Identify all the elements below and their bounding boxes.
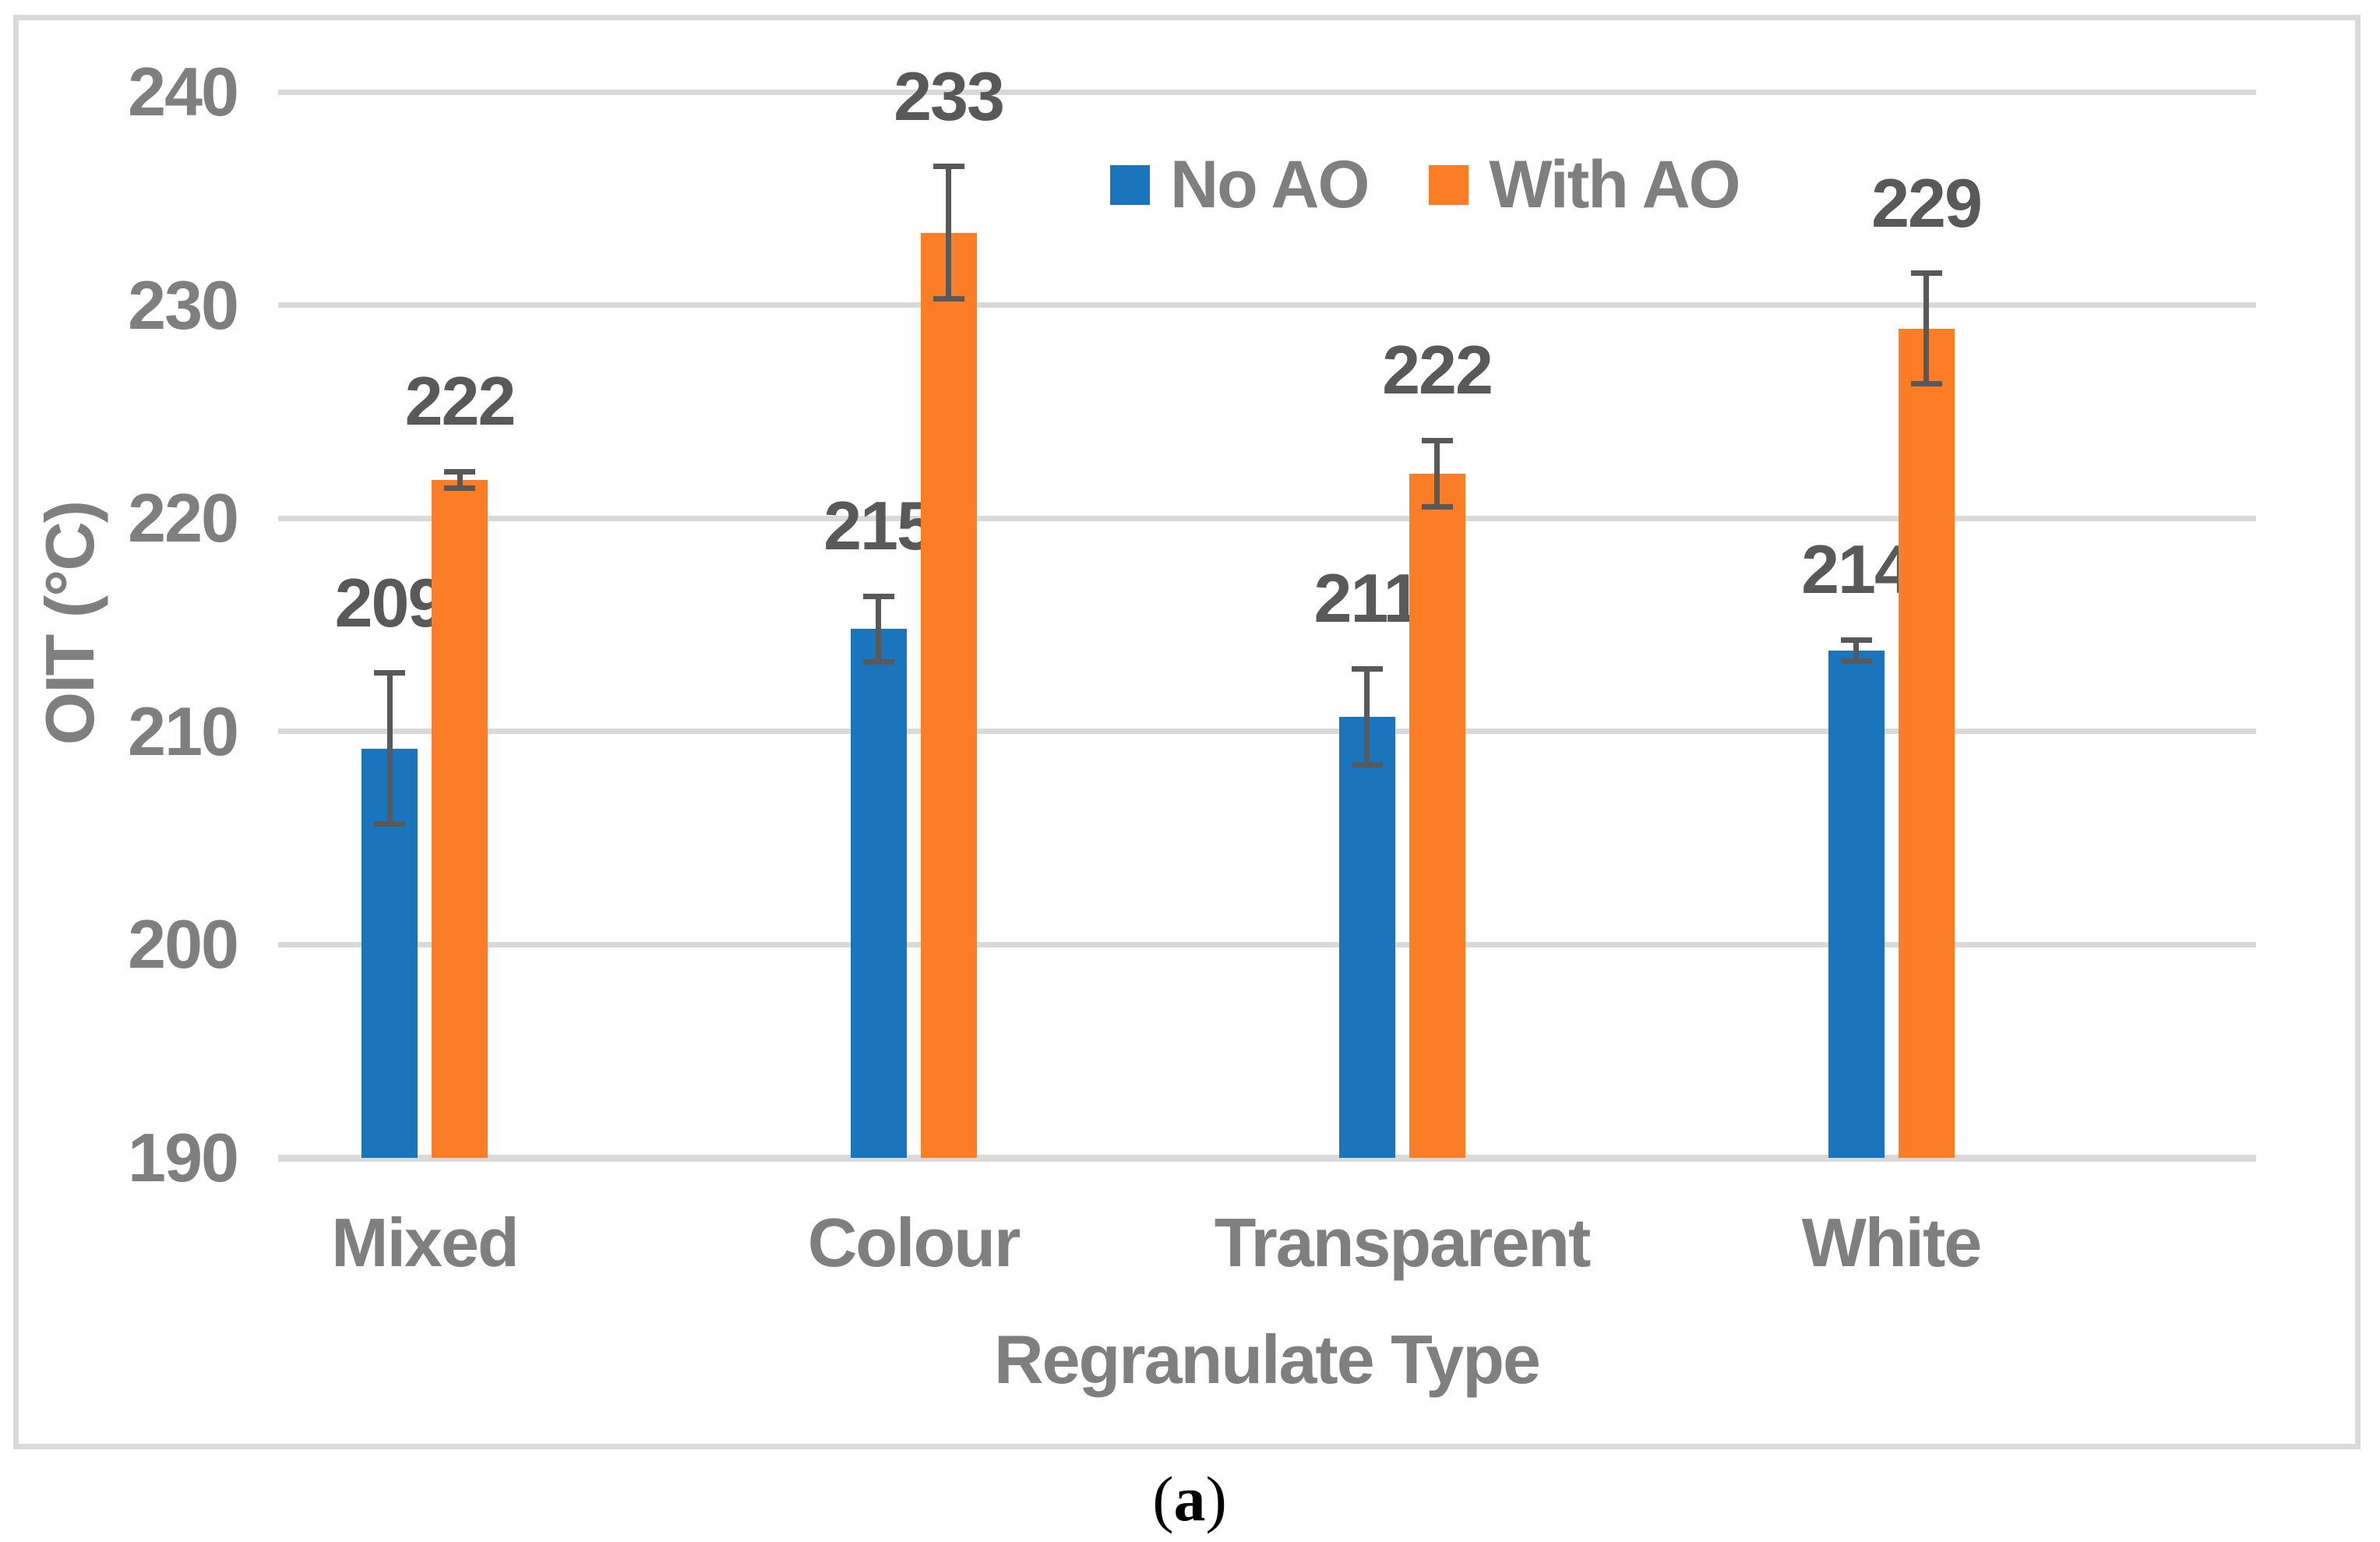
error-bar-cap-top <box>1421 437 1453 443</box>
caption-open-paren: ( <box>1152 1463 1174 1534</box>
error-bar-cap-top <box>374 670 405 676</box>
data-label-white-no-ao: 214 <box>1801 531 1913 609</box>
y-tick-label-240: 240 <box>128 53 239 130</box>
error-bar-cap-top <box>1351 665 1383 672</box>
error-bar-cap-bottom <box>933 295 964 302</box>
error-bar-line <box>1434 440 1440 507</box>
gridline-220 <box>278 515 2256 521</box>
y-tick-label-190: 190 <box>128 1119 239 1196</box>
error-bar-line <box>876 596 881 662</box>
error-bar-cap-bottom <box>444 485 475 492</box>
legend-label-with-ao: With AO <box>1489 147 1740 222</box>
x-tick-label-mixed: Mixed <box>331 1204 519 1281</box>
error-bar-cap-top <box>862 593 894 599</box>
error-bar-cap-top <box>1910 270 1942 277</box>
legend-swatch-no-ao <box>1110 164 1150 205</box>
legend-swatch-with-ao <box>1429 164 1469 205</box>
x-axis-line <box>278 1154 2256 1162</box>
y-axis-title: OIT (°C) <box>31 501 108 746</box>
gridline-230 <box>278 302 2256 309</box>
bar-mixed-with-ao <box>432 479 488 1158</box>
error-bar-line <box>946 166 951 299</box>
error-bar-cap-bottom <box>862 659 894 665</box>
bar-white-with-ao <box>1898 328 1955 1158</box>
y-tick-label-210: 210 <box>128 692 239 770</box>
error-bar-cap-top <box>933 164 964 170</box>
error-bar-cap-bottom <box>1840 658 1872 664</box>
x-tick-label-colour: Colour <box>807 1204 1021 1281</box>
bar-colour-with-ao <box>920 232 977 1158</box>
y-tick-label-200: 200 <box>128 905 239 983</box>
legend-label-no-ao: No AO <box>1170 147 1370 222</box>
x-tick-label-white: White <box>1801 1204 1983 1281</box>
error-bar-line <box>1923 273 1929 384</box>
x-tick-label-transparent: Transparent <box>1214 1204 1592 1281</box>
legend-item-no-ao: No AO <box>1110 147 1370 222</box>
error-bar-line <box>457 471 463 489</box>
caption-close-paren: ) <box>1205 1463 1227 1534</box>
gridline-200 <box>278 941 2256 947</box>
bar-white-no-ao <box>1828 650 1885 1158</box>
legend-item-with-ao: With AO <box>1429 147 1741 222</box>
error-bar-cap-top <box>444 468 475 475</box>
caption-letter: a <box>1173 1463 1206 1534</box>
data-label-colour-with-ao: 233 <box>894 57 1005 135</box>
error-bar-line <box>1364 669 1370 765</box>
gridline-240 <box>278 89 2256 95</box>
bar-transparent-with-ao <box>1409 473 1465 1158</box>
y-tick-label-220: 220 <box>128 479 239 557</box>
gridline-210 <box>278 729 2256 735</box>
error-bar-cap-bottom <box>1910 381 1942 387</box>
bar-colour-no-ao <box>850 629 907 1158</box>
bar-transparent-no-ao <box>1338 716 1395 1158</box>
error-bar-line <box>386 672 393 824</box>
error-bar-cap-bottom <box>374 821 405 827</box>
data-label-white-with-ao: 229 <box>1871 164 1983 242</box>
data-label-transparent-no-ao: 211 <box>1313 559 1422 637</box>
error-bar-cap-bottom <box>1351 761 1383 767</box>
data-label-mixed-with-ao: 222 <box>404 362 517 439</box>
error-bar-cap-top <box>1840 637 1872 643</box>
error-bar-cap-bottom <box>1421 503 1453 510</box>
x-axis-title: Regranulate Type <box>994 1321 1541 1398</box>
y-tick-label-230: 230 <box>128 266 239 344</box>
data-label-colour-no-ao: 215 <box>823 487 935 565</box>
error-bar-line <box>1853 640 1859 662</box>
data-label-transparent-with-ao: 222 <box>1382 331 1493 409</box>
figure-caption: (a) <box>1152 1460 1227 1538</box>
legend: No AO With AO <box>1110 147 1741 222</box>
data-label-mixed-no-ao: 209 <box>334 563 446 641</box>
